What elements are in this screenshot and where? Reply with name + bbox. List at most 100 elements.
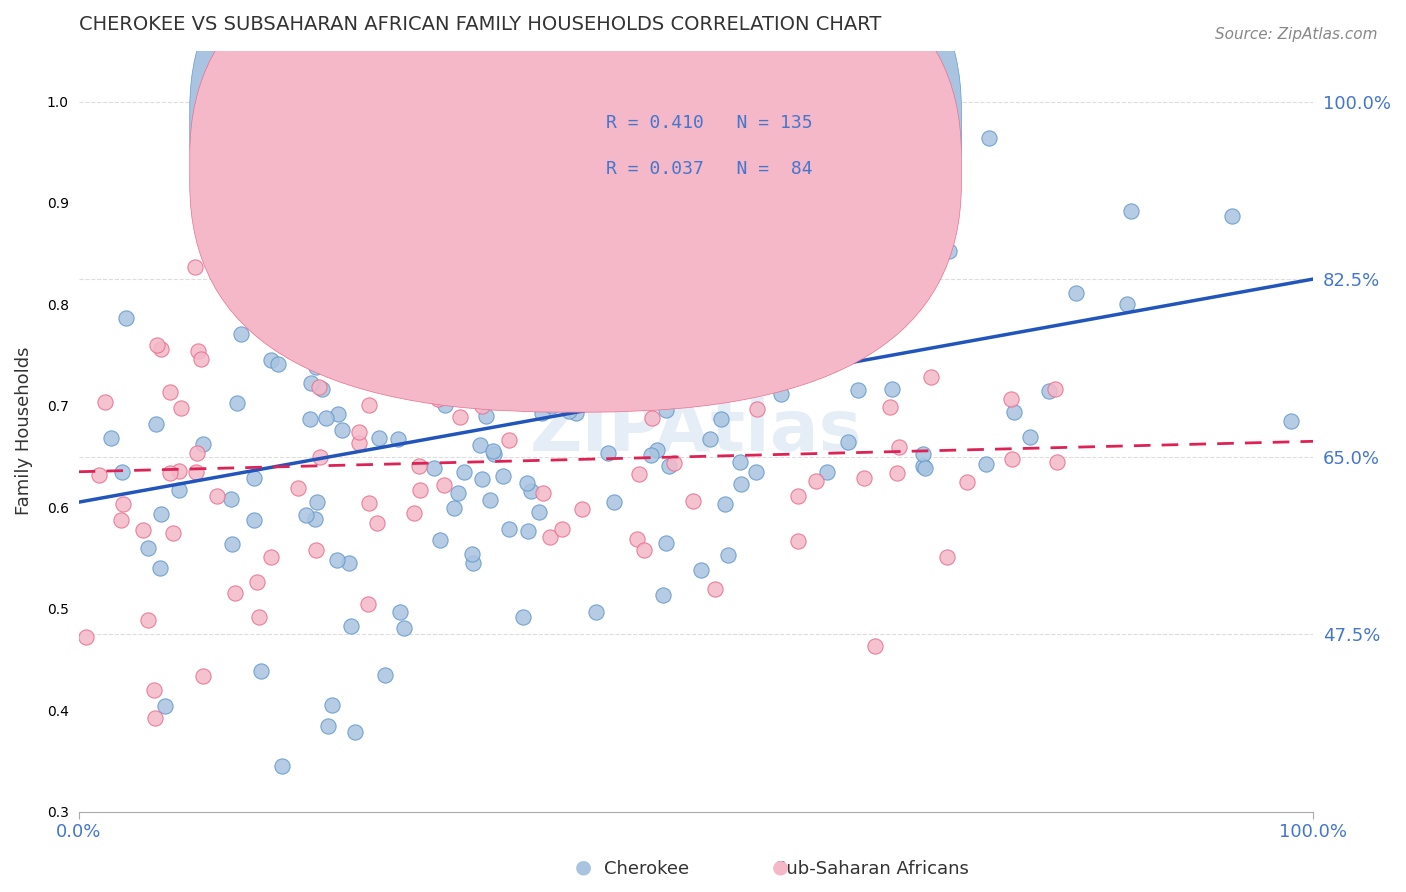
Point (447, 486, 470, 500)
Text: ●: ● (772, 857, 789, 876)
Point (321, 698, 343, 712)
Point (339, 319, 361, 334)
Point (806, 475, 828, 489)
Point (170, 401, 193, 415)
Point (221, 537, 243, 551)
Point (837, 434, 859, 449)
Point (191, 437, 214, 451)
Point (1043, 383, 1066, 397)
FancyBboxPatch shape (190, 0, 962, 367)
Point (271, 759, 294, 773)
Point (516, 524, 538, 539)
Point (920, 369, 942, 384)
Point (714, 497, 737, 511)
Point (453, 465, 475, 479)
Point (299, 376, 322, 391)
Point (315, 410, 337, 425)
Point (626, 533, 648, 547)
Point (404, 155, 426, 169)
Point (640, 448, 662, 462)
Point (1064, 286, 1087, 301)
Point (429, 533, 451, 548)
FancyBboxPatch shape (190, 0, 962, 412)
Point (669, 320, 692, 334)
Point (283, 224, 305, 238)
Point (813, 319, 835, 334)
FancyBboxPatch shape (529, 66, 924, 211)
Point (340, 619, 363, 633)
Point (558, 404, 581, 418)
Text: R = 0.410   N = 135: R = 0.410 N = 135 (606, 114, 813, 132)
Point (585, 341, 607, 355)
Point (384, 164, 406, 178)
Point (294, 508, 316, 523)
Point (471, 472, 494, 486)
Point (444, 314, 467, 328)
Point (247, 609, 270, 624)
Point (167, 464, 190, 478)
Text: Source: ZipAtlas.com: Source: ZipAtlas.com (1215, 27, 1378, 42)
Point (305, 542, 328, 557)
Text: CHEROKEE VS SUBSAHARAN AFRICAN FAMILY HOUSEHOLDS CORRELATION CHART: CHEROKEE VS SUBSAHARAN AFRICAN FAMILY HO… (79, 15, 882, 34)
Point (512, 610, 534, 624)
Point (1119, 203, 1142, 218)
Point (704, 582, 727, 596)
Point (668, 334, 690, 349)
Point (1220, 209, 1243, 223)
Point (150, 507, 173, 521)
Point (159, 385, 181, 400)
Point (880, 382, 903, 396)
Point (1279, 413, 1302, 427)
Point (190, 352, 212, 367)
Point (976, 458, 998, 472)
Point (229, 326, 252, 341)
Point (585, 605, 607, 619)
Point (307, 495, 329, 509)
Point (658, 458, 681, 473)
Point (260, 550, 283, 565)
Point (143, 710, 166, 724)
Point (744, 207, 766, 221)
Point (938, 244, 960, 258)
Point (408, 459, 430, 474)
Point (304, 512, 326, 526)
Point (516, 476, 538, 491)
Point (471, 399, 494, 413)
Point (186, 446, 208, 460)
Point (75, 630, 97, 644)
Point (305, 360, 328, 375)
Point (443, 500, 465, 515)
Point (607, 365, 630, 379)
Point (250, 665, 273, 679)
Point (527, 505, 550, 519)
Point (830, 327, 852, 342)
Point (387, 432, 409, 446)
Point (434, 319, 457, 334)
Y-axis label: Family Households: Family Households (15, 347, 32, 516)
Point (142, 683, 165, 698)
Point (1002, 405, 1025, 419)
Point (366, 516, 388, 530)
Point (434, 398, 457, 412)
Point (531, 486, 554, 500)
Point (427, 392, 450, 406)
Point (440, 152, 463, 166)
Point (316, 719, 339, 733)
Point (641, 411, 664, 425)
Text: ZIPAtlas: ZIPAtlas (530, 397, 862, 466)
Point (449, 410, 471, 425)
Point (538, 530, 561, 544)
Point (243, 471, 266, 485)
Text: ●: ● (575, 857, 592, 876)
Point (89, 467, 111, 482)
Point (337, 557, 360, 571)
Point (260, 353, 283, 368)
Point (224, 586, 246, 600)
Point (287, 481, 309, 495)
Point (730, 476, 752, 491)
Point (531, 405, 554, 419)
Point (662, 456, 685, 470)
Point (460, 366, 482, 380)
Point (359, 398, 381, 412)
Point (332, 299, 354, 313)
